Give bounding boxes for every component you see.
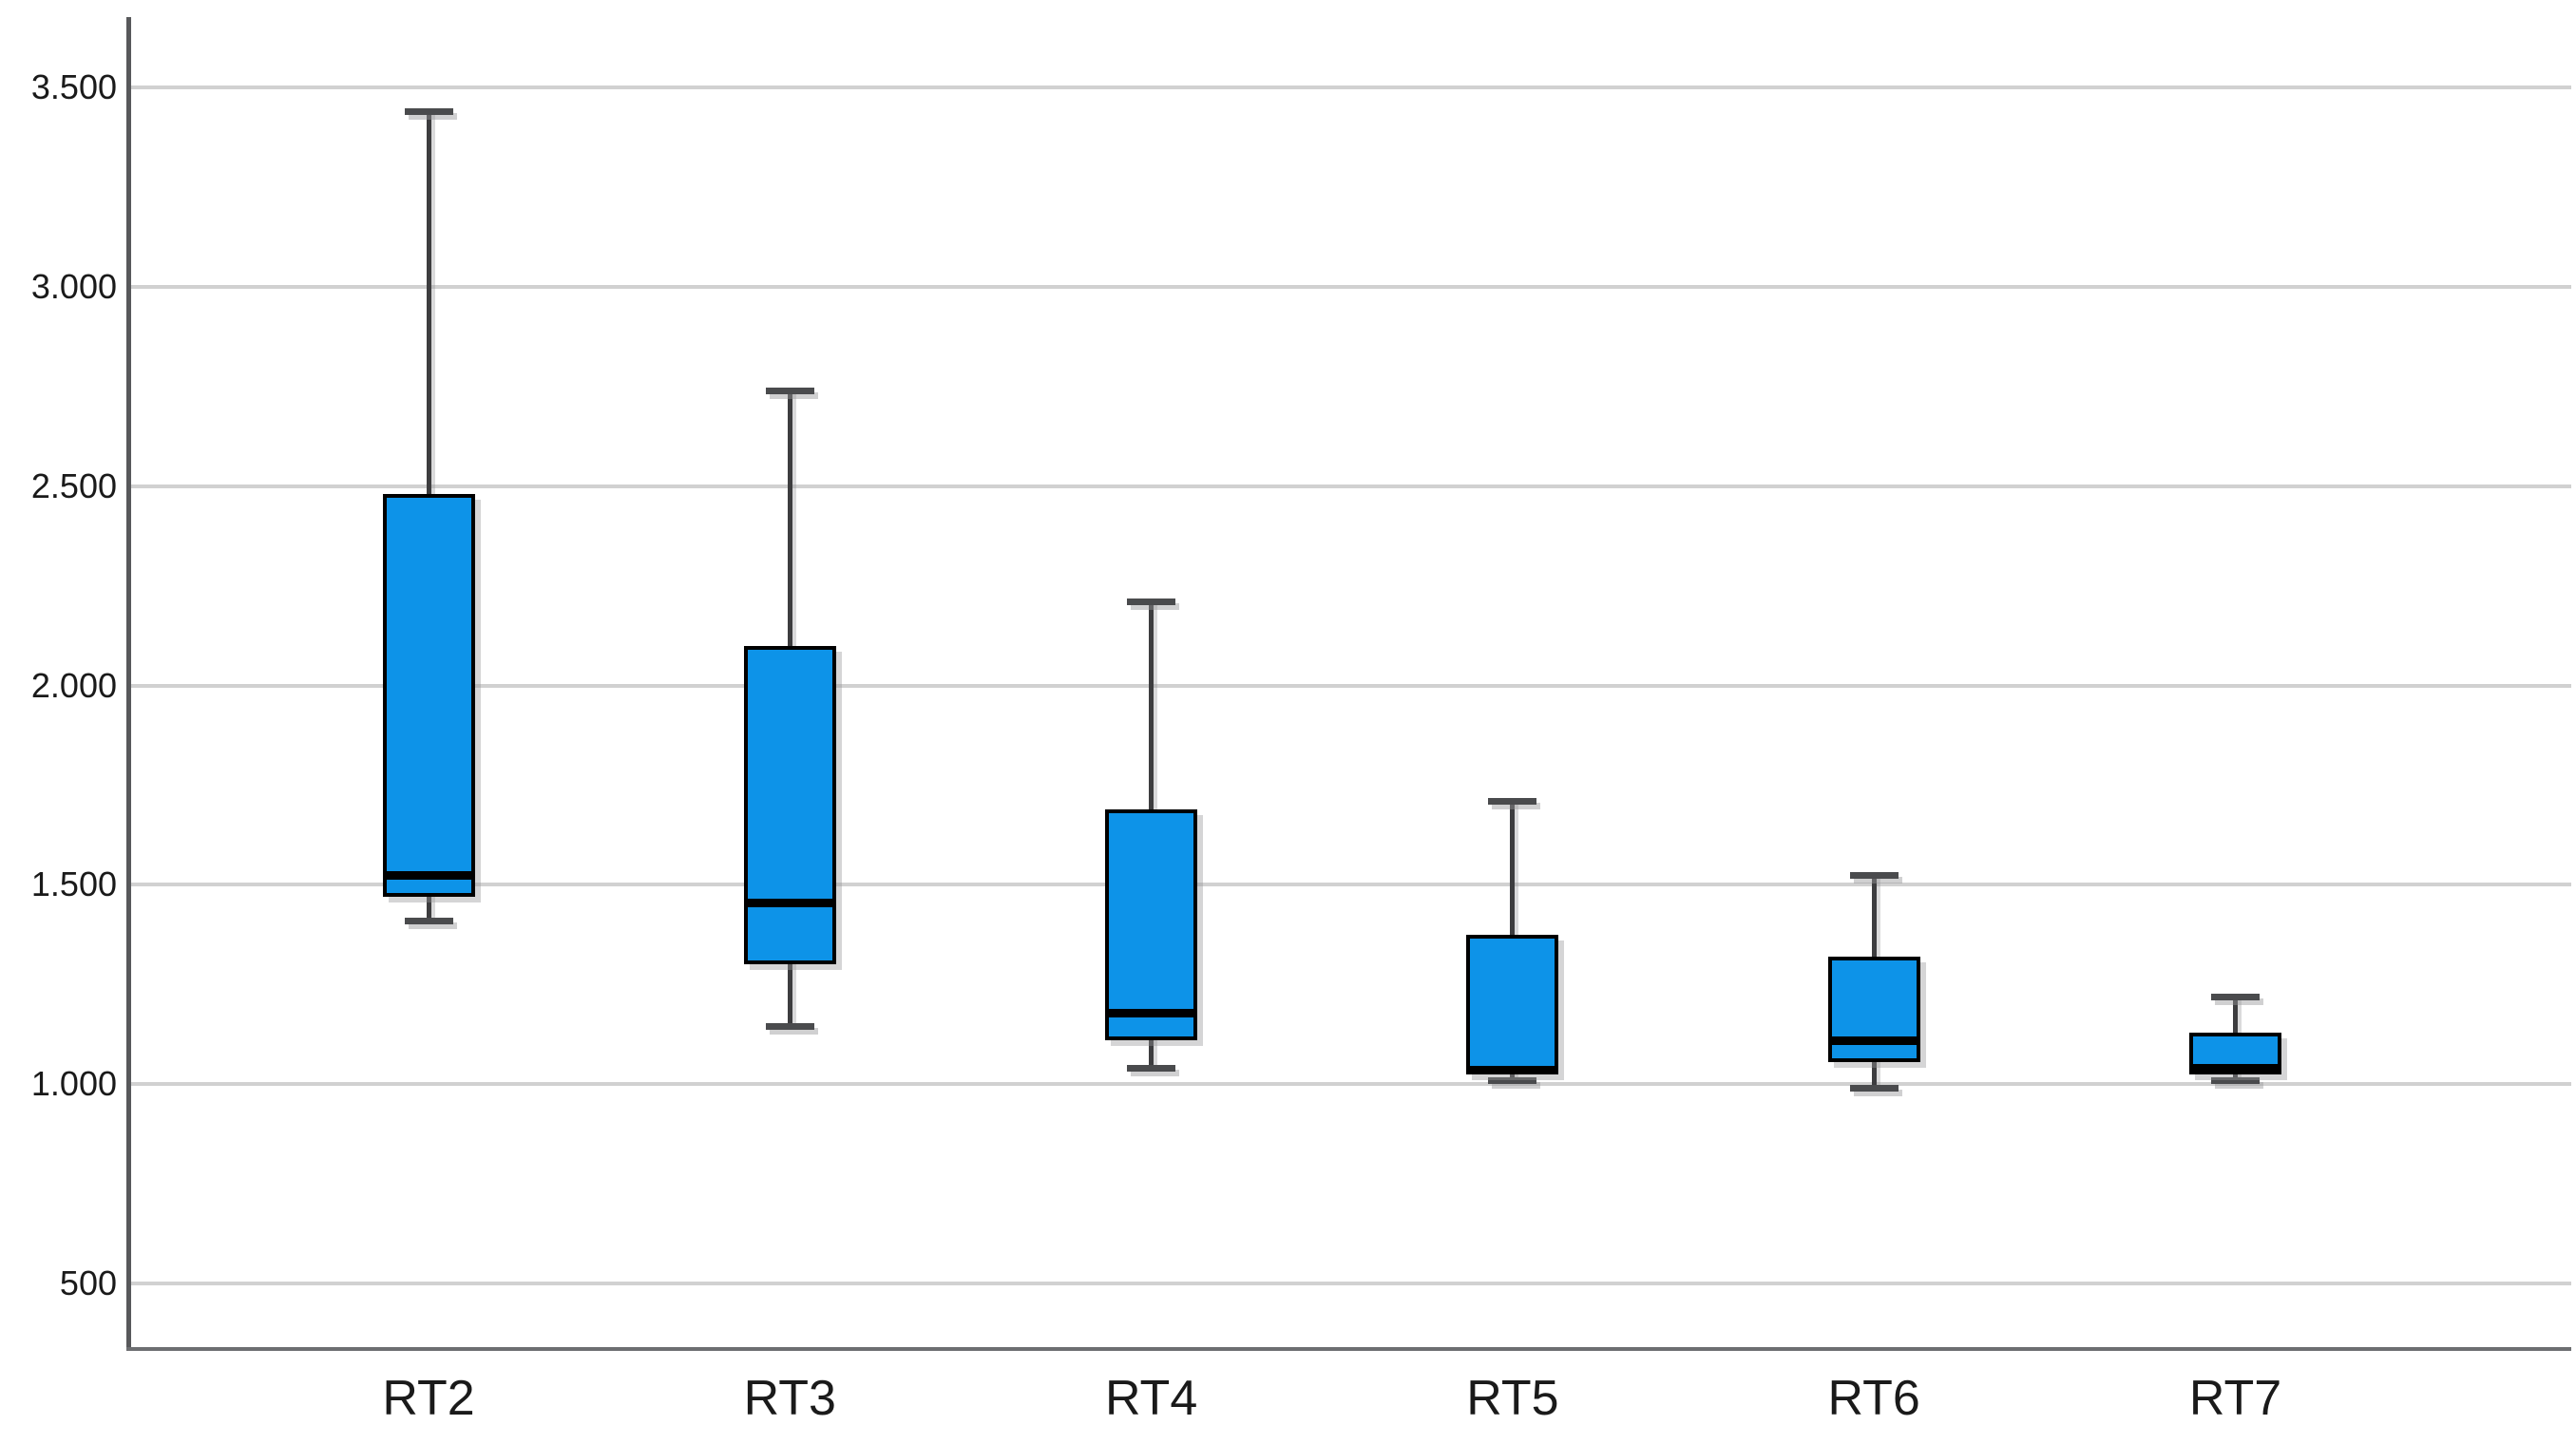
y-tick-label-3.000: 3.000 — [30, 266, 117, 306]
min-whisker-cap — [1488, 1076, 1537, 1084]
max-whisker-cap — [765, 387, 814, 394]
x-tick-label-RT6: RT6 — [1827, 1371, 1920, 1426]
max-whisker-cap — [1127, 598, 1176, 606]
max-whisker-cap — [2211, 993, 2260, 1000]
gridline-2.000 — [131, 683, 2571, 688]
lower-whisker-line — [1510, 1074, 1516, 1080]
gridline-2.500 — [131, 484, 2571, 488]
upper-whisker-line — [1149, 601, 1154, 809]
max-whisker-cap — [1849, 871, 1899, 879]
gridline-3.500 — [131, 86, 2571, 89]
min-whisker-cap — [1849, 1085, 1899, 1092]
lower-whisker-line — [1871, 1062, 1877, 1089]
lower-whisker-line — [1149, 1040, 1154, 1069]
iqr-box — [1827, 956, 1920, 1063]
y-tick-label-2.500: 2.500 — [30, 466, 117, 505]
y-tick-label-1.500: 1.500 — [30, 864, 117, 904]
y-tick-label-500: 500 — [59, 1264, 117, 1302]
median-line — [1108, 1008, 1195, 1017]
lower-whisker-line — [2233, 1074, 2238, 1080]
median-line — [385, 870, 472, 880]
y-tick-label-2.000: 2.000 — [30, 665, 117, 705]
min-whisker-cap — [765, 1023, 814, 1031]
iqr-box — [1466, 934, 1559, 1074]
gridline-1.500 — [131, 883, 2571, 887]
max-whisker-cap — [404, 108, 453, 116]
min-whisker-cap — [1127, 1065, 1176, 1073]
min-whisker-cap — [2211, 1076, 2260, 1084]
median-line — [1469, 1066, 1556, 1075]
gridline-1.000 — [131, 1082, 2571, 1087]
gridline-500 — [131, 1282, 2571, 1285]
gridline-3.000 — [131, 284, 2571, 289]
median-line — [746, 899, 833, 908]
median-line — [2192, 1064, 2279, 1074]
iqr-box — [382, 494, 475, 897]
upper-whisker-line — [1510, 801, 1516, 935]
x-axis-line — [126, 1347, 2571, 1351]
lower-whisker-line — [787, 964, 792, 1027]
min-whisker-cap — [404, 918, 453, 925]
y-axis-line — [126, 17, 131, 1351]
upper-whisker-line — [426, 111, 431, 495]
y-tick-label-3.500: 3.500 — [30, 67, 117, 106]
max-whisker-cap — [1488, 798, 1537, 806]
x-tick-label-RT2: RT2 — [382, 1371, 475, 1426]
x-tick-label-RT4: RT4 — [1104, 1371, 1198, 1426]
x-tick-label-RT3: RT3 — [743, 1371, 836, 1426]
iqr-box — [1105, 808, 1198, 1040]
median-line — [1830, 1036, 1918, 1045]
upper-whisker-line — [787, 390, 792, 646]
upper-whisker-line — [1871, 874, 1877, 957]
x-tick-label-RT5: RT5 — [1466, 1371, 1559, 1426]
lower-whisker-line — [426, 896, 431, 922]
upper-whisker-line — [2233, 996, 2238, 1033]
iqr-box — [743, 645, 836, 965]
x-tick-label-RT7: RT7 — [2188, 1371, 2282, 1426]
y-tick-label-1.000: 1.000 — [30, 1064, 117, 1104]
